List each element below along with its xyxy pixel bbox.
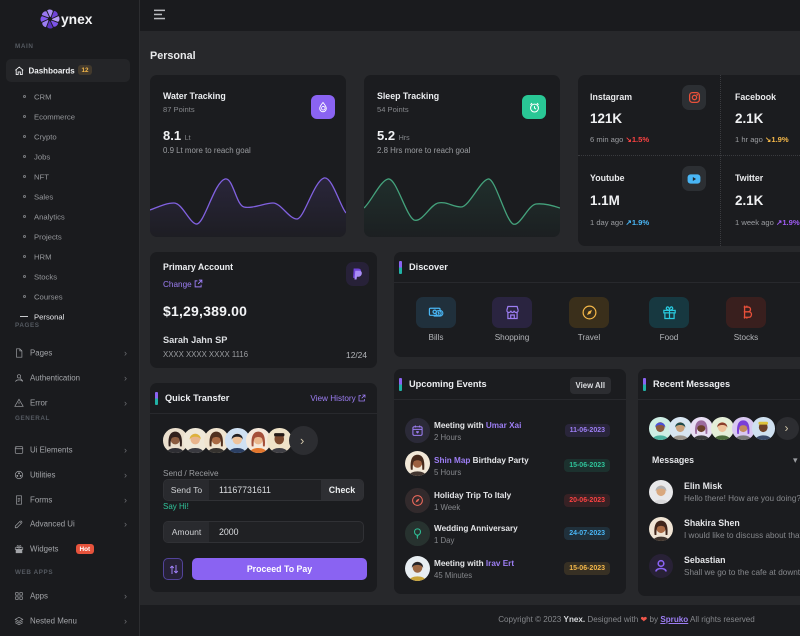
svg-text:ynex: ynex: [61, 12, 93, 27]
